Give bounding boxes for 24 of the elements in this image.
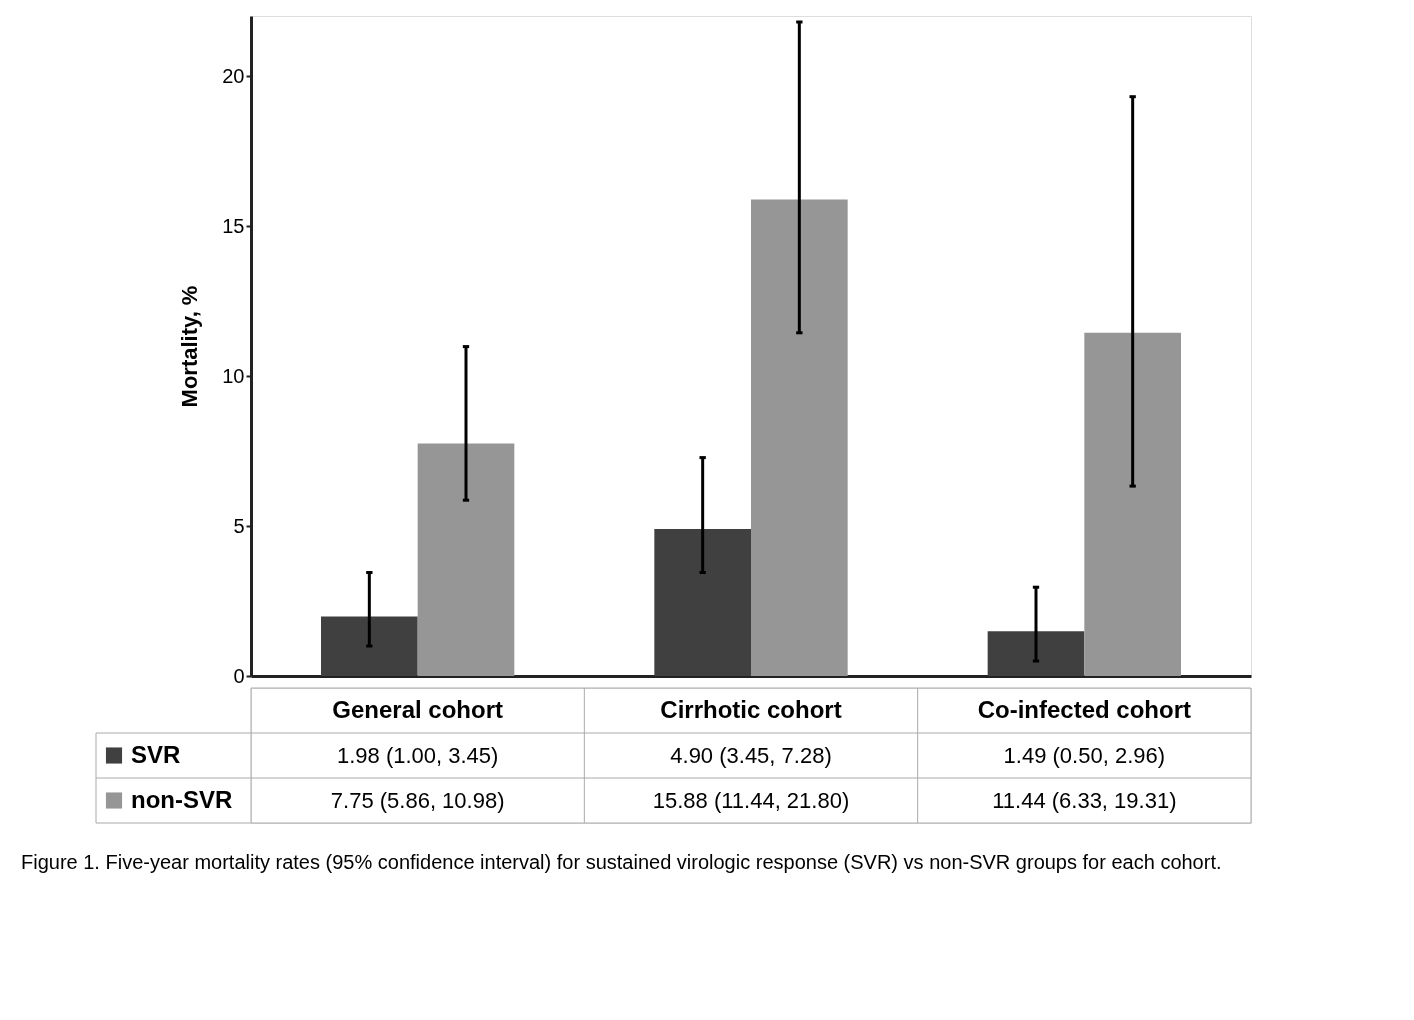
legend-label: SVR <box>131 740 181 768</box>
y-axis-title: Mortality, % <box>177 285 203 408</box>
bar <box>321 616 418 676</box>
data-label: 15.88 (11.44, 21.80) <box>652 787 850 813</box>
y-tick-label: 20 <box>222 64 245 87</box>
x-tick-label: General cohort <box>332 695 504 723</box>
data-label: 1.49 (0.50, 2.96) <box>1003 742 1166 768</box>
x-tick-label: Cirrhotic cohort <box>660 695 842 723</box>
y-tick-label: 10 <box>222 364 245 387</box>
bar <box>987 631 1085 676</box>
x-tick-label: Co-infected cohort <box>977 695 1192 723</box>
data-label: 7.75 (5.86, 10.98) <box>330 787 505 813</box>
legend-label: non-SVR <box>131 785 233 813</box>
y-tick-label: 15 <box>222 214 245 237</box>
bar <box>751 199 848 676</box>
data-label: 1.98 (1.00, 3.45) <box>336 742 499 768</box>
data-label: 11.44 (6.33, 19.31) <box>992 787 1177 813</box>
y-tick-label: 5 <box>233 514 245 537</box>
caption: Figure 1. Five-year mortality rates (95% confidence interval) for sustained virologic response (SVR) vs non-SVR groups for each cohort. <box>21 851 1222 873</box>
bar <box>654 529 751 676</box>
bar <box>1084 332 1181 676</box>
data-label: 4.90 (3.45, 7.28) <box>670 742 832 768</box>
bar <box>417 443 515 676</box>
y-tick-label: 0 <box>233 664 245 687</box>
